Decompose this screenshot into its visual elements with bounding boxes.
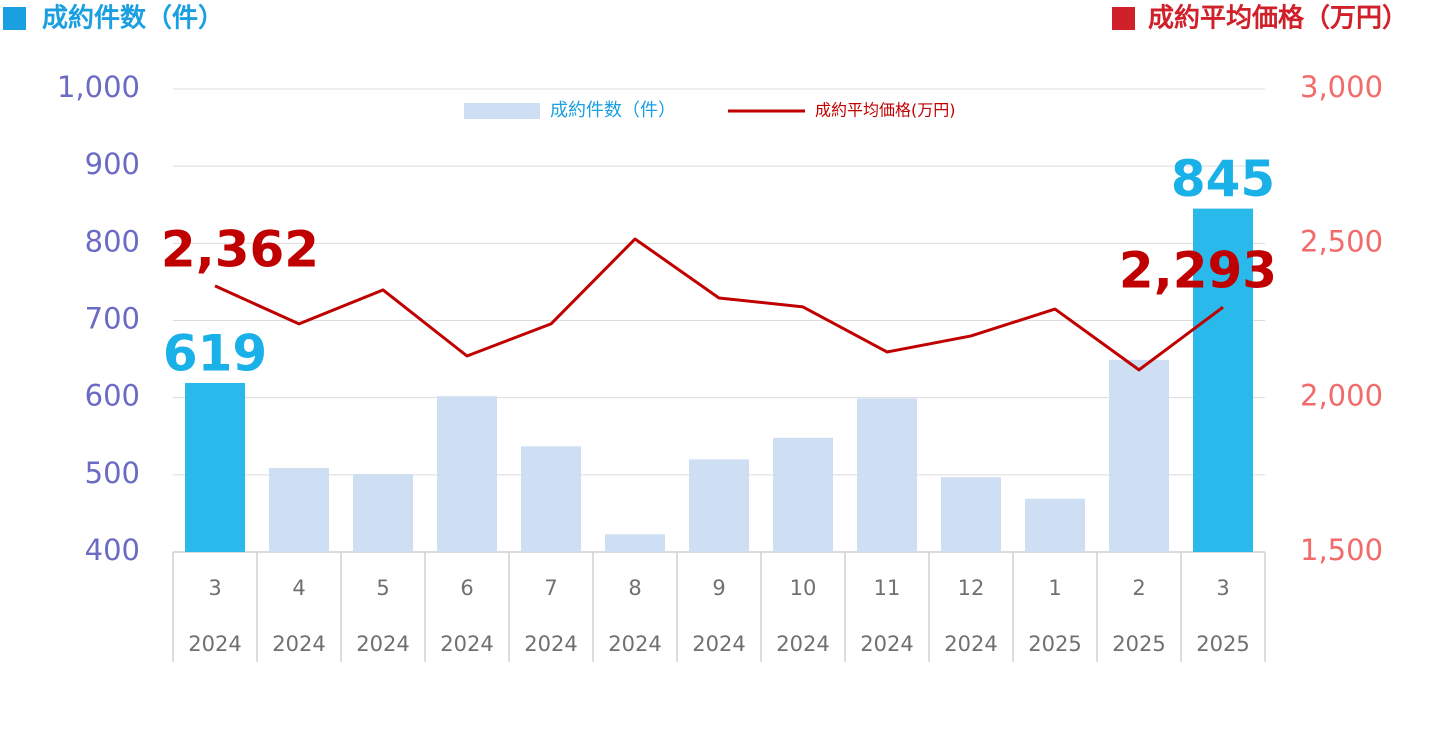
legend-swatch: [464, 103, 540, 119]
x-tick-label: 10: [790, 576, 817, 600]
x-tick-label: 2024: [524, 632, 577, 656]
bar: [1193, 208, 1253, 552]
bar: [1025, 498, 1085, 552]
bar: [437, 396, 497, 552]
x-tick-label: 2024: [272, 632, 325, 656]
y-tick-label: 900: [85, 147, 140, 181]
x-tick-label: 2: [1132, 576, 1145, 600]
right-axis-title: 成約平均価格（万円）: [1148, 3, 1408, 34]
x-tick-label: 11: [874, 576, 901, 600]
bar: [353, 474, 413, 552]
bar: [689, 459, 749, 552]
x-tick-label: 9: [712, 576, 725, 600]
x-tick-label: 5: [376, 576, 389, 600]
x-tick-label: 4: [292, 576, 305, 600]
x-tick-label: 2024: [356, 632, 409, 656]
data-label: 2,362: [161, 220, 319, 278]
x-tick-label: 7: [544, 576, 557, 600]
y2-tick-label: 1,500: [1300, 533, 1383, 567]
bar: [941, 477, 1001, 552]
bar: [269, 467, 329, 552]
bar: [185, 383, 245, 552]
x-tick-label: 6: [460, 576, 473, 600]
x-tick-label: 2024: [776, 632, 829, 656]
x-tick-label: 12: [958, 576, 985, 600]
x-tick-label: 2024: [692, 632, 745, 656]
x-tick-label: 8: [628, 576, 641, 600]
x-tick-label: 2024: [860, 632, 913, 656]
y-tick-label: 700: [85, 302, 140, 336]
x-tick-label: 2025: [1112, 632, 1165, 656]
y2-tick-label: 3,000: [1300, 70, 1383, 104]
x-tick-label: 1: [1048, 576, 1061, 600]
title-marker: [1112, 7, 1135, 30]
bar: [857, 398, 917, 552]
x-tick-label: 2024: [944, 632, 997, 656]
title-marker: [3, 7, 26, 30]
y-tick-label: 600: [85, 379, 140, 413]
y-tick-label: 800: [85, 224, 140, 258]
x-tick-label: 3: [1216, 576, 1229, 600]
bar: [521, 446, 581, 552]
x-tick-label: 3: [208, 576, 221, 600]
legend-label: 成約件数（件）: [550, 100, 676, 121]
x-tick-label: 2024: [188, 632, 241, 656]
y2-tick-label: 2,000: [1300, 379, 1383, 413]
y2-tick-label: 2,500: [1300, 224, 1383, 258]
x-tick-label: 2025: [1196, 632, 1249, 656]
data-label: 845: [1171, 150, 1275, 208]
data-label: 2,293: [1119, 242, 1277, 300]
y-tick-label: 1,000: [57, 70, 140, 104]
line: [214, 237, 1224, 372]
x-tick-label: 2025: [1028, 632, 1081, 656]
legend-label: 成約平均価格(万円): [815, 101, 956, 120]
y-tick-label: 500: [85, 456, 140, 490]
bar: [1109, 359, 1169, 552]
data-label: 619: [163, 325, 267, 383]
left-axis-title: 成約件数（件）: [42, 3, 224, 34]
x-tick-label: 2024: [440, 632, 493, 656]
bar: [773, 437, 833, 552]
y-tick-label: 400: [85, 533, 140, 567]
x-tick-label: 2024: [608, 632, 661, 656]
bar: [605, 534, 665, 552]
